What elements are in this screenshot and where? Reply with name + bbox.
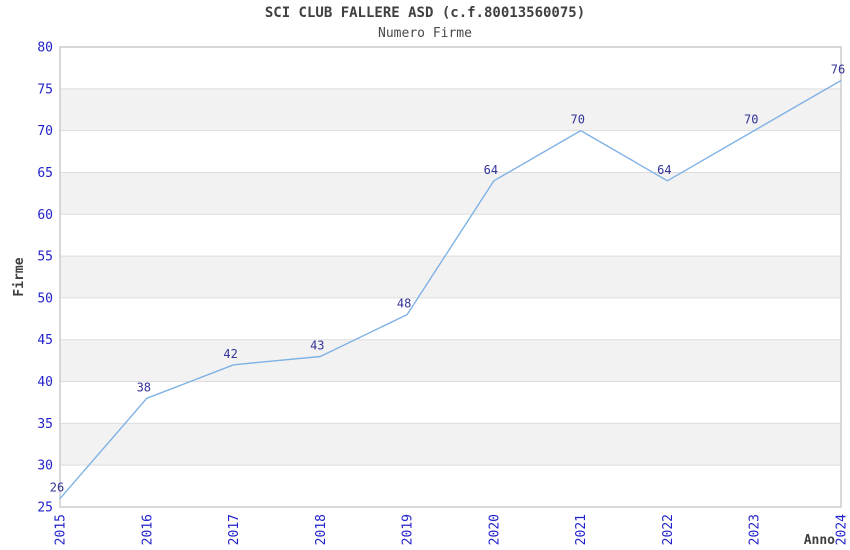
x-tick-label: 2016 — [140, 514, 155, 545]
point-label: 38 — [137, 380, 151, 394]
plot-band — [60, 172, 841, 215]
x-tick-label: 2018 — [314, 514, 329, 545]
plot-border — [59, 46, 842, 508]
x-tick-label: 2023 — [748, 514, 763, 545]
y-tick-label: 25 — [37, 501, 53, 516]
plot-band — [60, 256, 841, 298]
x-tick-label: 2021 — [574, 514, 589, 545]
y-tick-label: 80 — [37, 41, 53, 56]
data-line — [59, 79, 842, 500]
x-tick-label: 2022 — [661, 514, 676, 545]
y-tick-label: 70 — [37, 124, 53, 139]
y-tick-label: 35 — [37, 417, 53, 432]
x-tick-label: 2019 — [401, 514, 416, 545]
y-tick-label: 30 — [37, 459, 53, 474]
y-tick-label: 65 — [37, 166, 53, 181]
x-tick-label: 2015 — [54, 514, 69, 545]
point-label: 70 — [744, 113, 758, 127]
y-tick-label: 45 — [37, 333, 53, 348]
point-label: 26 — [50, 481, 64, 495]
y-tick-label: 60 — [37, 208, 53, 223]
point-label: 64 — [657, 163, 671, 177]
point-label: 70 — [570, 113, 584, 127]
plot-band — [60, 423, 841, 466]
y-tick-label: 40 — [37, 375, 53, 390]
x-tick-label: 2024 — [835, 514, 850, 545]
y-tick-label: 55 — [37, 250, 53, 265]
y-tick-label: 75 — [37, 82, 53, 97]
x-axis-title: Anno — [803, 533, 835, 548]
plot-band — [60, 88, 841, 131]
chart-title: SCI CLUB FALLERE ASD (c.f.80013560075) — [264, 5, 586, 21]
x-tick-label: 2017 — [227, 514, 242, 545]
y-tick-label: 50 — [37, 291, 53, 306]
point-label: 76 — [831, 63, 845, 77]
point-label: 42 — [223, 347, 237, 361]
point-label: 64 — [484, 163, 498, 177]
point-label: 48 — [397, 297, 411, 311]
x-tick-label: 2020 — [487, 514, 502, 545]
plot-band — [60, 339, 841, 382]
chart-subtitle: Numero Firme — [378, 26, 472, 41]
point-label: 43 — [310, 339, 324, 353]
